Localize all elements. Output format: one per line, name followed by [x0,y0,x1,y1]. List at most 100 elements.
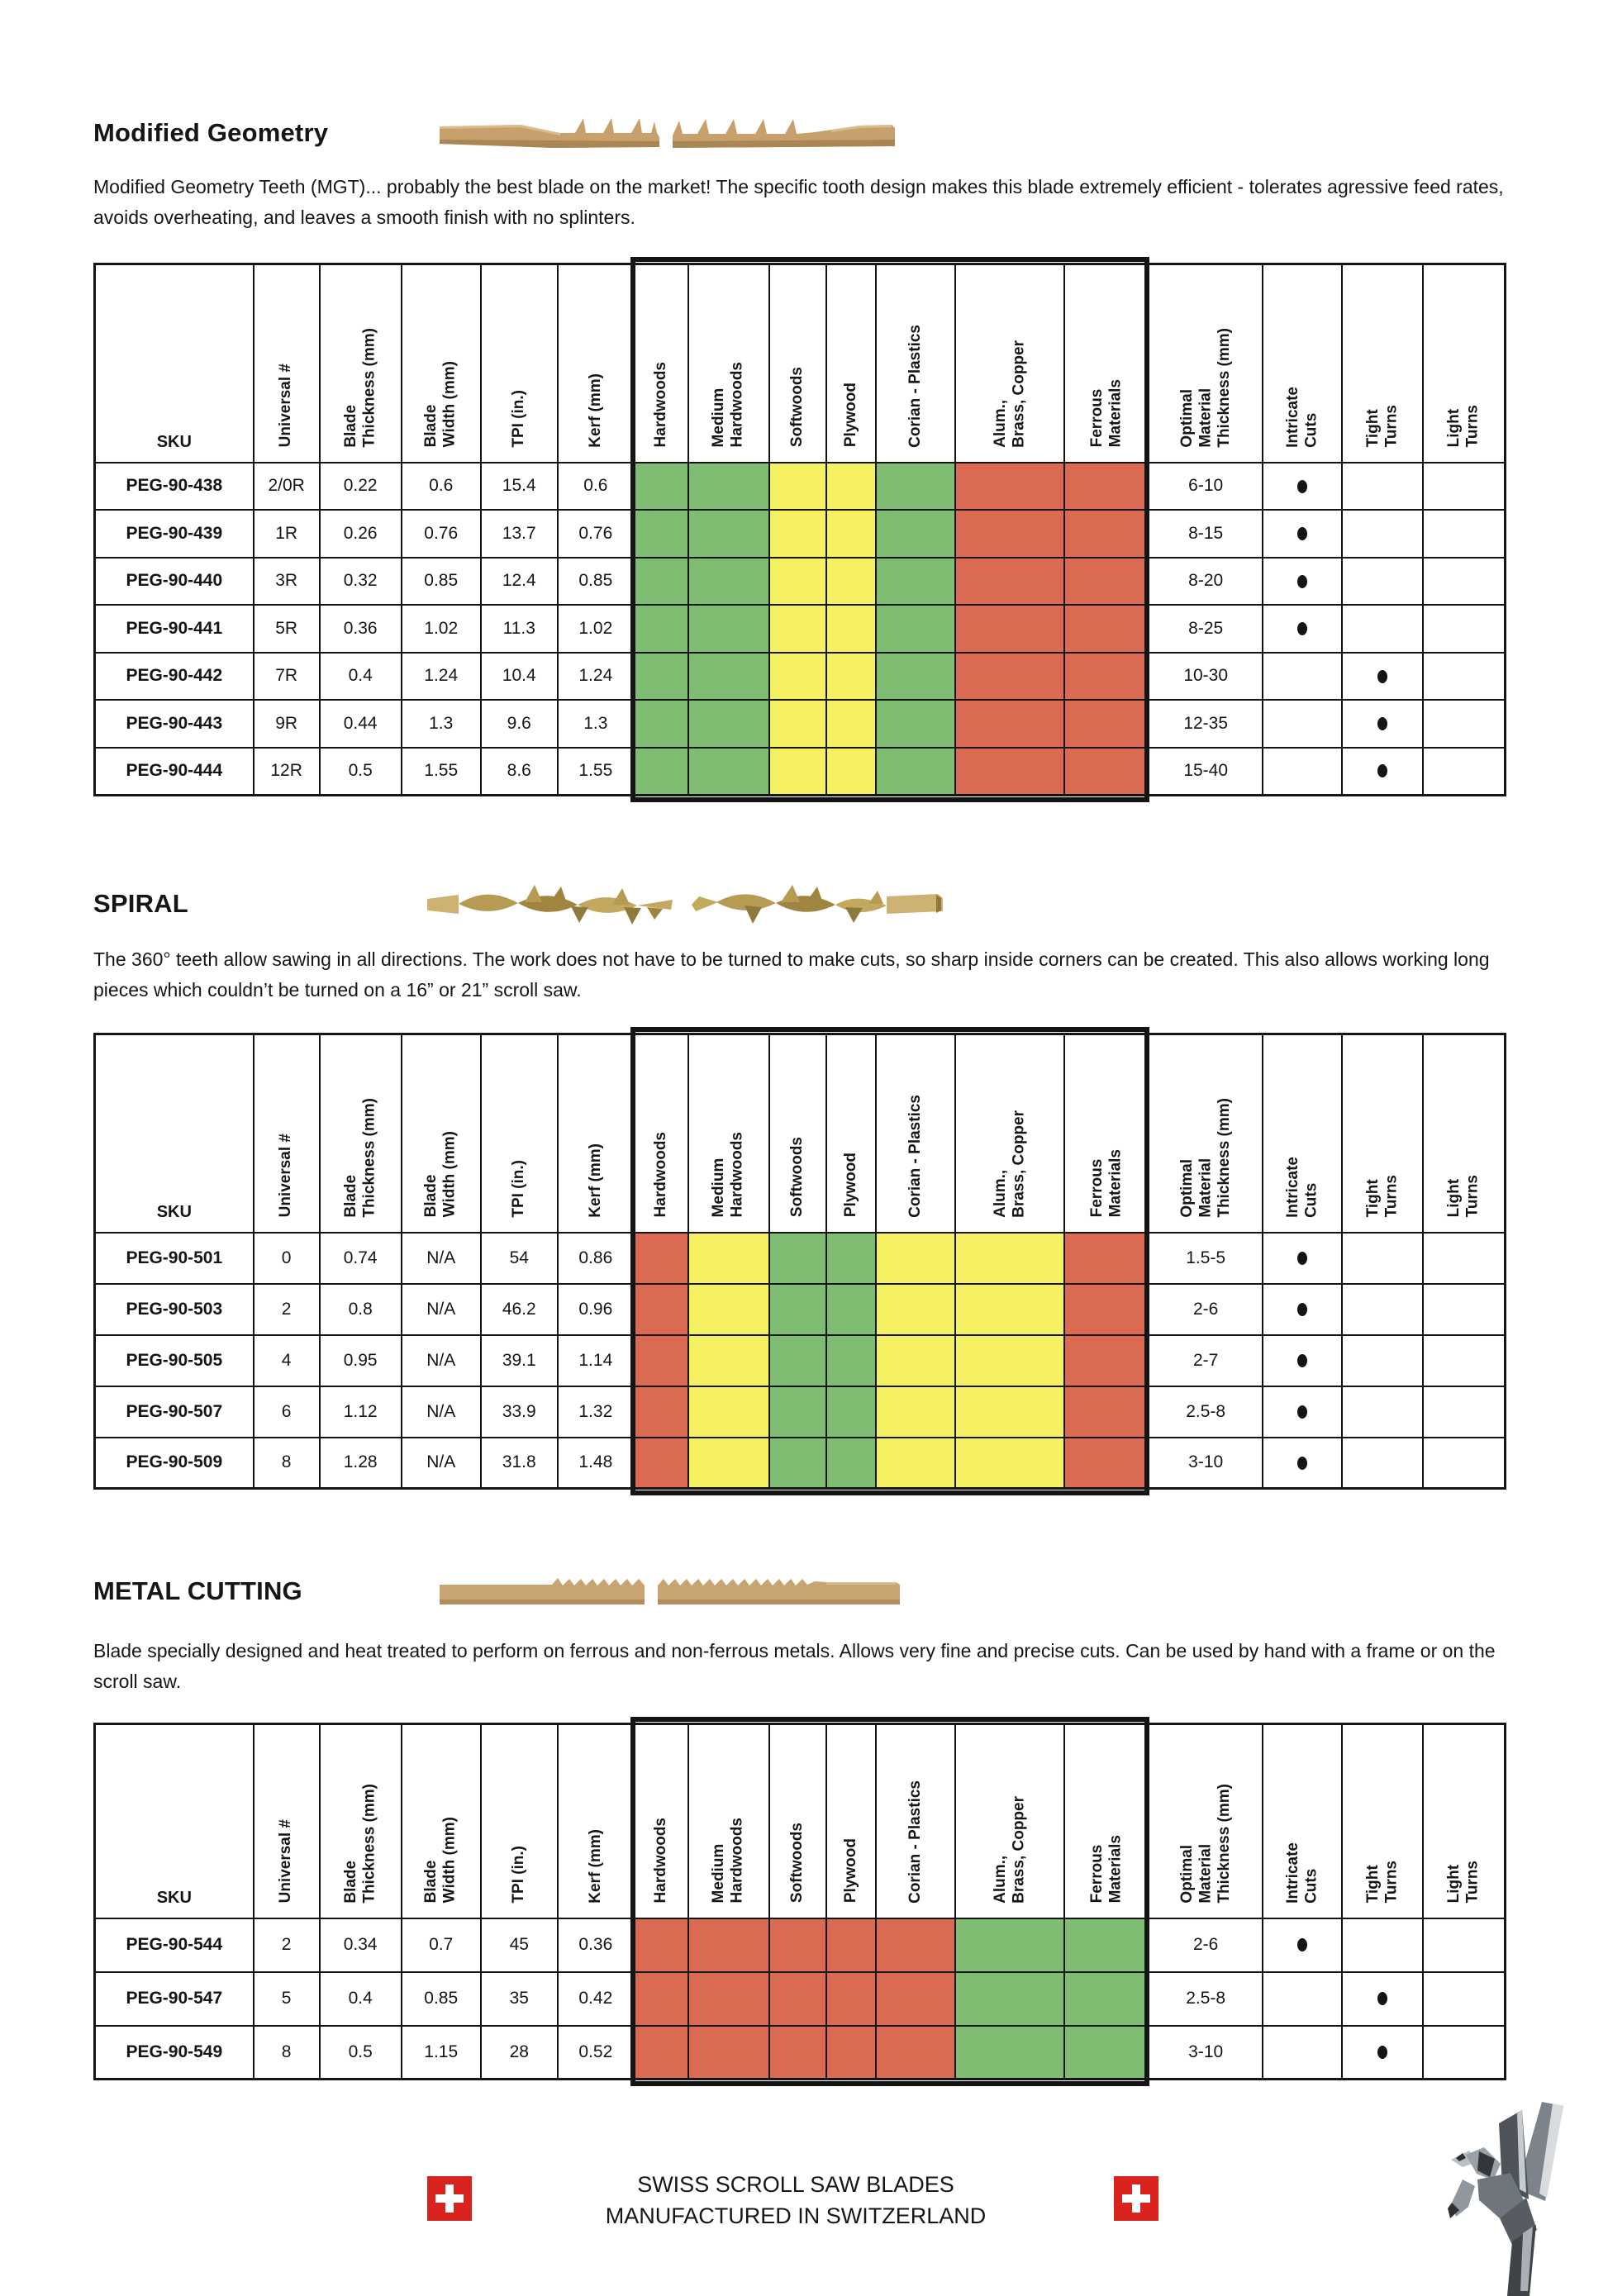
cell-thickness: 0.8 [318,1282,402,1336]
table-row: PEG-90-505 4 0.95 N/A 39.1 1.14 2-7 [93,1333,1506,1387]
material-rating-corian_plastics [874,461,957,511]
column-header-label: Ferrous Materials [1087,1835,1125,1904]
column-header-tpi: TPI (in.) [479,263,559,463]
feature-light [1422,1231,1506,1285]
column-header-label: TPI (in.) [510,1845,528,1904]
cell-thickness: 0.5 [318,2024,402,2080]
section-title-metal-cutting: METAL CUTTING [93,1576,302,1605]
column-header-label: Ferrous Materials [1087,1149,1125,1218]
feature-tight [1341,2024,1425,2080]
material-rating-hardwoods [632,556,689,606]
feature-tight [1341,746,1425,796]
cell-thickness: 1.28 [318,1436,402,1490]
cell-tpi: 33.9 [479,1385,559,1438]
material-rating-plywood [825,1333,877,1387]
column-header-tpi: TPI (in.) [479,1723,559,1919]
feature-intricate [1262,556,1344,606]
column-header-optimal: Optimal Material Thickness (mm) [1148,1723,1264,1919]
column-header-light: Light Turns [1422,263,1506,463]
feature-intricate [1262,746,1344,796]
material-rating-medium_hardwoods [687,509,770,559]
feature-dot [1377,764,1388,778]
column-header-label: Medium Hardwoods [710,1818,746,1904]
material-rating-medium_hardwoods [687,746,770,796]
cell-kerf: 1.02 [556,604,635,654]
column-header-softwoods: Softwoods [768,1723,827,1919]
footer-line-2: MANUFACTURED IN SWITZERLAND [605,2203,987,2228]
cell-optimal: 2-6 [1148,1917,1264,1973]
cell-tpi: 8.6 [479,746,559,796]
cell-tpi: 9.6 [479,699,559,749]
material-rating-ferrous [1063,1917,1150,1973]
cell-optimal: 10-30 [1148,651,1264,701]
material-rating-plywood [825,1917,877,1973]
column-header-optimal: Optimal Material Thickness (mm) [1148,1033,1264,1234]
cell-sku: PEG-90-549 [93,2024,255,2080]
material-rating-corian_plastics [874,746,957,796]
cell-universal: 12R [252,746,321,796]
material-rating-plywood [825,1385,877,1438]
material-rating-plywood [825,699,877,749]
material-rating-hardwoods [632,604,689,654]
cell-sku: PEG-90-501 [93,1231,255,1285]
material-rating-softwoods [768,651,827,701]
feature-tight [1341,699,1425,749]
cell-width: 0.85 [400,1970,482,2027]
material-rating-plywood [825,1282,877,1336]
material-rating-ferrous [1063,1231,1150,1285]
feature-light [1422,1385,1506,1438]
material-rating-corian_plastics [874,604,957,654]
column-header-tight: Tight Turns [1341,1033,1425,1234]
cell-kerf: 1.3 [556,699,635,749]
material-rating-corian_plastics [874,651,957,701]
material-rating-softwoods [768,604,827,654]
column-header-label: Universal # [277,1819,295,1904]
column-header-width: Blade Width (mm) [400,1033,482,1234]
cell-optimal: 8-15 [1148,509,1264,559]
table-row: PEG-90-438 2/0R 0.22 0.6 15.4 0.6 6-10 [93,461,1506,511]
cell-width: N/A [400,1231,482,1285]
section-description-metal-cutting: Blade specially designed and heat treate… [93,1640,1496,1692]
material-rating-hardwoods [632,2024,689,2080]
material-rating-ferrous [1063,746,1150,796]
material-rating-alum_brass_copper [954,2024,1066,2080]
cell-tpi: 28 [479,2024,559,2080]
feature-light [1422,651,1506,701]
spec-table-metal-cutting: SKU Universal # Blade Thickness (mm) Blade … [93,1723,1506,2080]
cell-thickness: 0.34 [318,1917,402,1973]
cell-sku: PEG-90-503 [93,1282,255,1336]
material-rating-softwoods [768,509,827,559]
cell-universal: 3R [252,556,321,606]
footer-text: SWISS SCROLL SAW BLADES MANUFACTURED IN … [378,2170,1213,2232]
column-header-label: Alum., Brass, Copper [991,1795,1028,1904]
feature-intricate [1262,2024,1344,2080]
material-rating-hardwoods [632,1917,689,1973]
modified-geometry-table: SKU Universal # Blade Thickness (mm) Blade … [93,257,1506,802]
feature-light [1422,509,1506,559]
cell-kerf: 0.86 [556,1231,635,1285]
cell-kerf: 1.55 [556,746,635,796]
cell-thickness: 0.36 [318,604,402,654]
cell-kerf: 0.96 [556,1282,635,1336]
cell-sku: PEG-90-438 [93,461,255,511]
cell-optimal: 3-10 [1148,2024,1264,2080]
feature-tight [1341,1282,1425,1336]
material-rating-softwoods [768,1436,827,1490]
column-header-label: Plywood [841,1838,859,1904]
material-rating-corian_plastics [874,556,957,606]
cell-thickness: 0.26 [318,509,402,559]
material-rating-plywood [825,2024,877,2080]
column-header-label: Kerf (mm) [586,1828,604,1904]
material-rating-alum_brass_copper [954,1436,1066,1490]
cell-kerf: 0.42 [556,1970,635,2027]
feature-light [1422,556,1506,606]
cell-width: 0.6 [400,461,482,511]
material-rating-hardwoods [632,1385,689,1438]
feature-dot [1377,717,1388,731]
material-rating-softwoods [768,699,827,749]
feature-dot [1297,574,1308,588]
cell-width: 1.02 [400,604,482,654]
cell-optimal: 8-20 [1148,556,1264,606]
feature-light [1422,604,1506,654]
cell-kerf: 1.14 [556,1333,635,1387]
